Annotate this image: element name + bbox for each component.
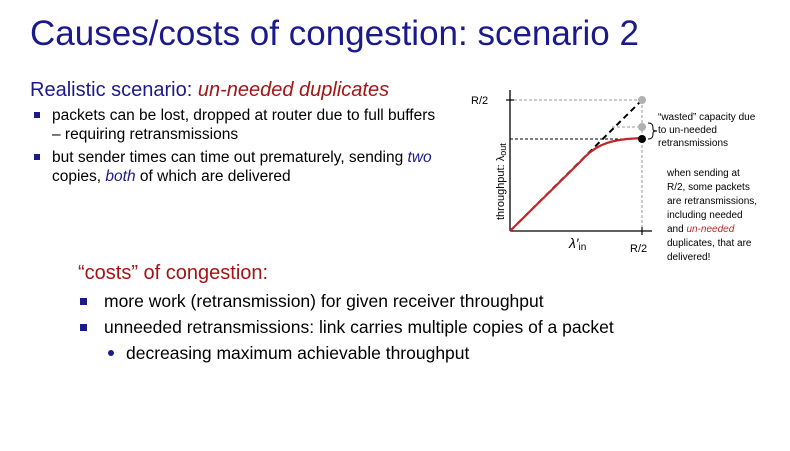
- bullet-square-icon: [80, 324, 87, 331]
- bullet-emphasis: both: [105, 168, 136, 185]
- subtitle-highlight: un-needed duplicates: [197, 79, 390, 101]
- scenario-subtitle: Realistic scenario: un-needed duplicates: [30, 79, 389, 102]
- bullet-dot-icon: [108, 350, 114, 356]
- explanation-note: when sending at R/2, some packets are re…: [666, 168, 760, 263]
- slide-title: Causes/costs of congestion: scenario 2: [30, 14, 639, 53]
- bullet-square-icon: [34, 154, 40, 160]
- x-axis-label: λ′in: [568, 235, 586, 253]
- cost-subitem-text: decreasing maximum achievable throughput: [126, 343, 470, 363]
- cost-item: unneeded retransmissions: link carries m…: [78, 316, 718, 338]
- intermediate-point: [638, 123, 646, 131]
- y-tick-label: R/2: [471, 95, 488, 107]
- cost-item: more work (retransmission) for given rec…: [78, 290, 718, 312]
- throughput-curve: [509, 136, 643, 232]
- x-tick-label: R/2: [630, 243, 647, 255]
- actual-point: [638, 135, 646, 143]
- bullet-square-icon: [80, 298, 87, 305]
- wasted-brace: [647, 122, 658, 140]
- subtitle-prefix: Realistic scenario:: [30, 79, 198, 101]
- bullet-square-icon: [34, 112, 40, 118]
- ideal-point: [638, 96, 646, 104]
- cost-text: more work (retransmission) for given rec…: [104, 291, 544, 311]
- cost-text: unneeded retransmissions: link carries m…: [104, 317, 614, 337]
- y-axis-label: throughput: λout: [495, 143, 508, 220]
- bullet-text: packets can be lost, dropped at router d…: [52, 107, 436, 143]
- cost-subitem: decreasing maximum achievable throughput: [78, 342, 718, 364]
- bullet-emphasis: two: [407, 149, 432, 166]
- costs-list: more work (retransmission) for given rec…: [78, 290, 718, 364]
- bullet-item: but sender times can time out prematurel…: [30, 148, 440, 186]
- throughput-diagram: R/2 R/2 throughput: λout λ′in “wasted” c…: [471, 90, 760, 263]
- bullet-text-mid: copies,: [52, 168, 106, 185]
- bullet-item: packets can be lost, dropped at router d…: [30, 106, 440, 144]
- bullet-text-pre: but sender times can time out prematurel…: [52, 149, 408, 166]
- scenario-bullets: packets can be lost, dropped at router d…: [30, 106, 440, 190]
- bullet-text-post: of which are delivered: [135, 168, 291, 185]
- wasted-capacity-note: “wasted” capacity due to un-needed retra…: [658, 112, 758, 149]
- costs-title: “costs” of congestion:: [78, 262, 269, 284]
